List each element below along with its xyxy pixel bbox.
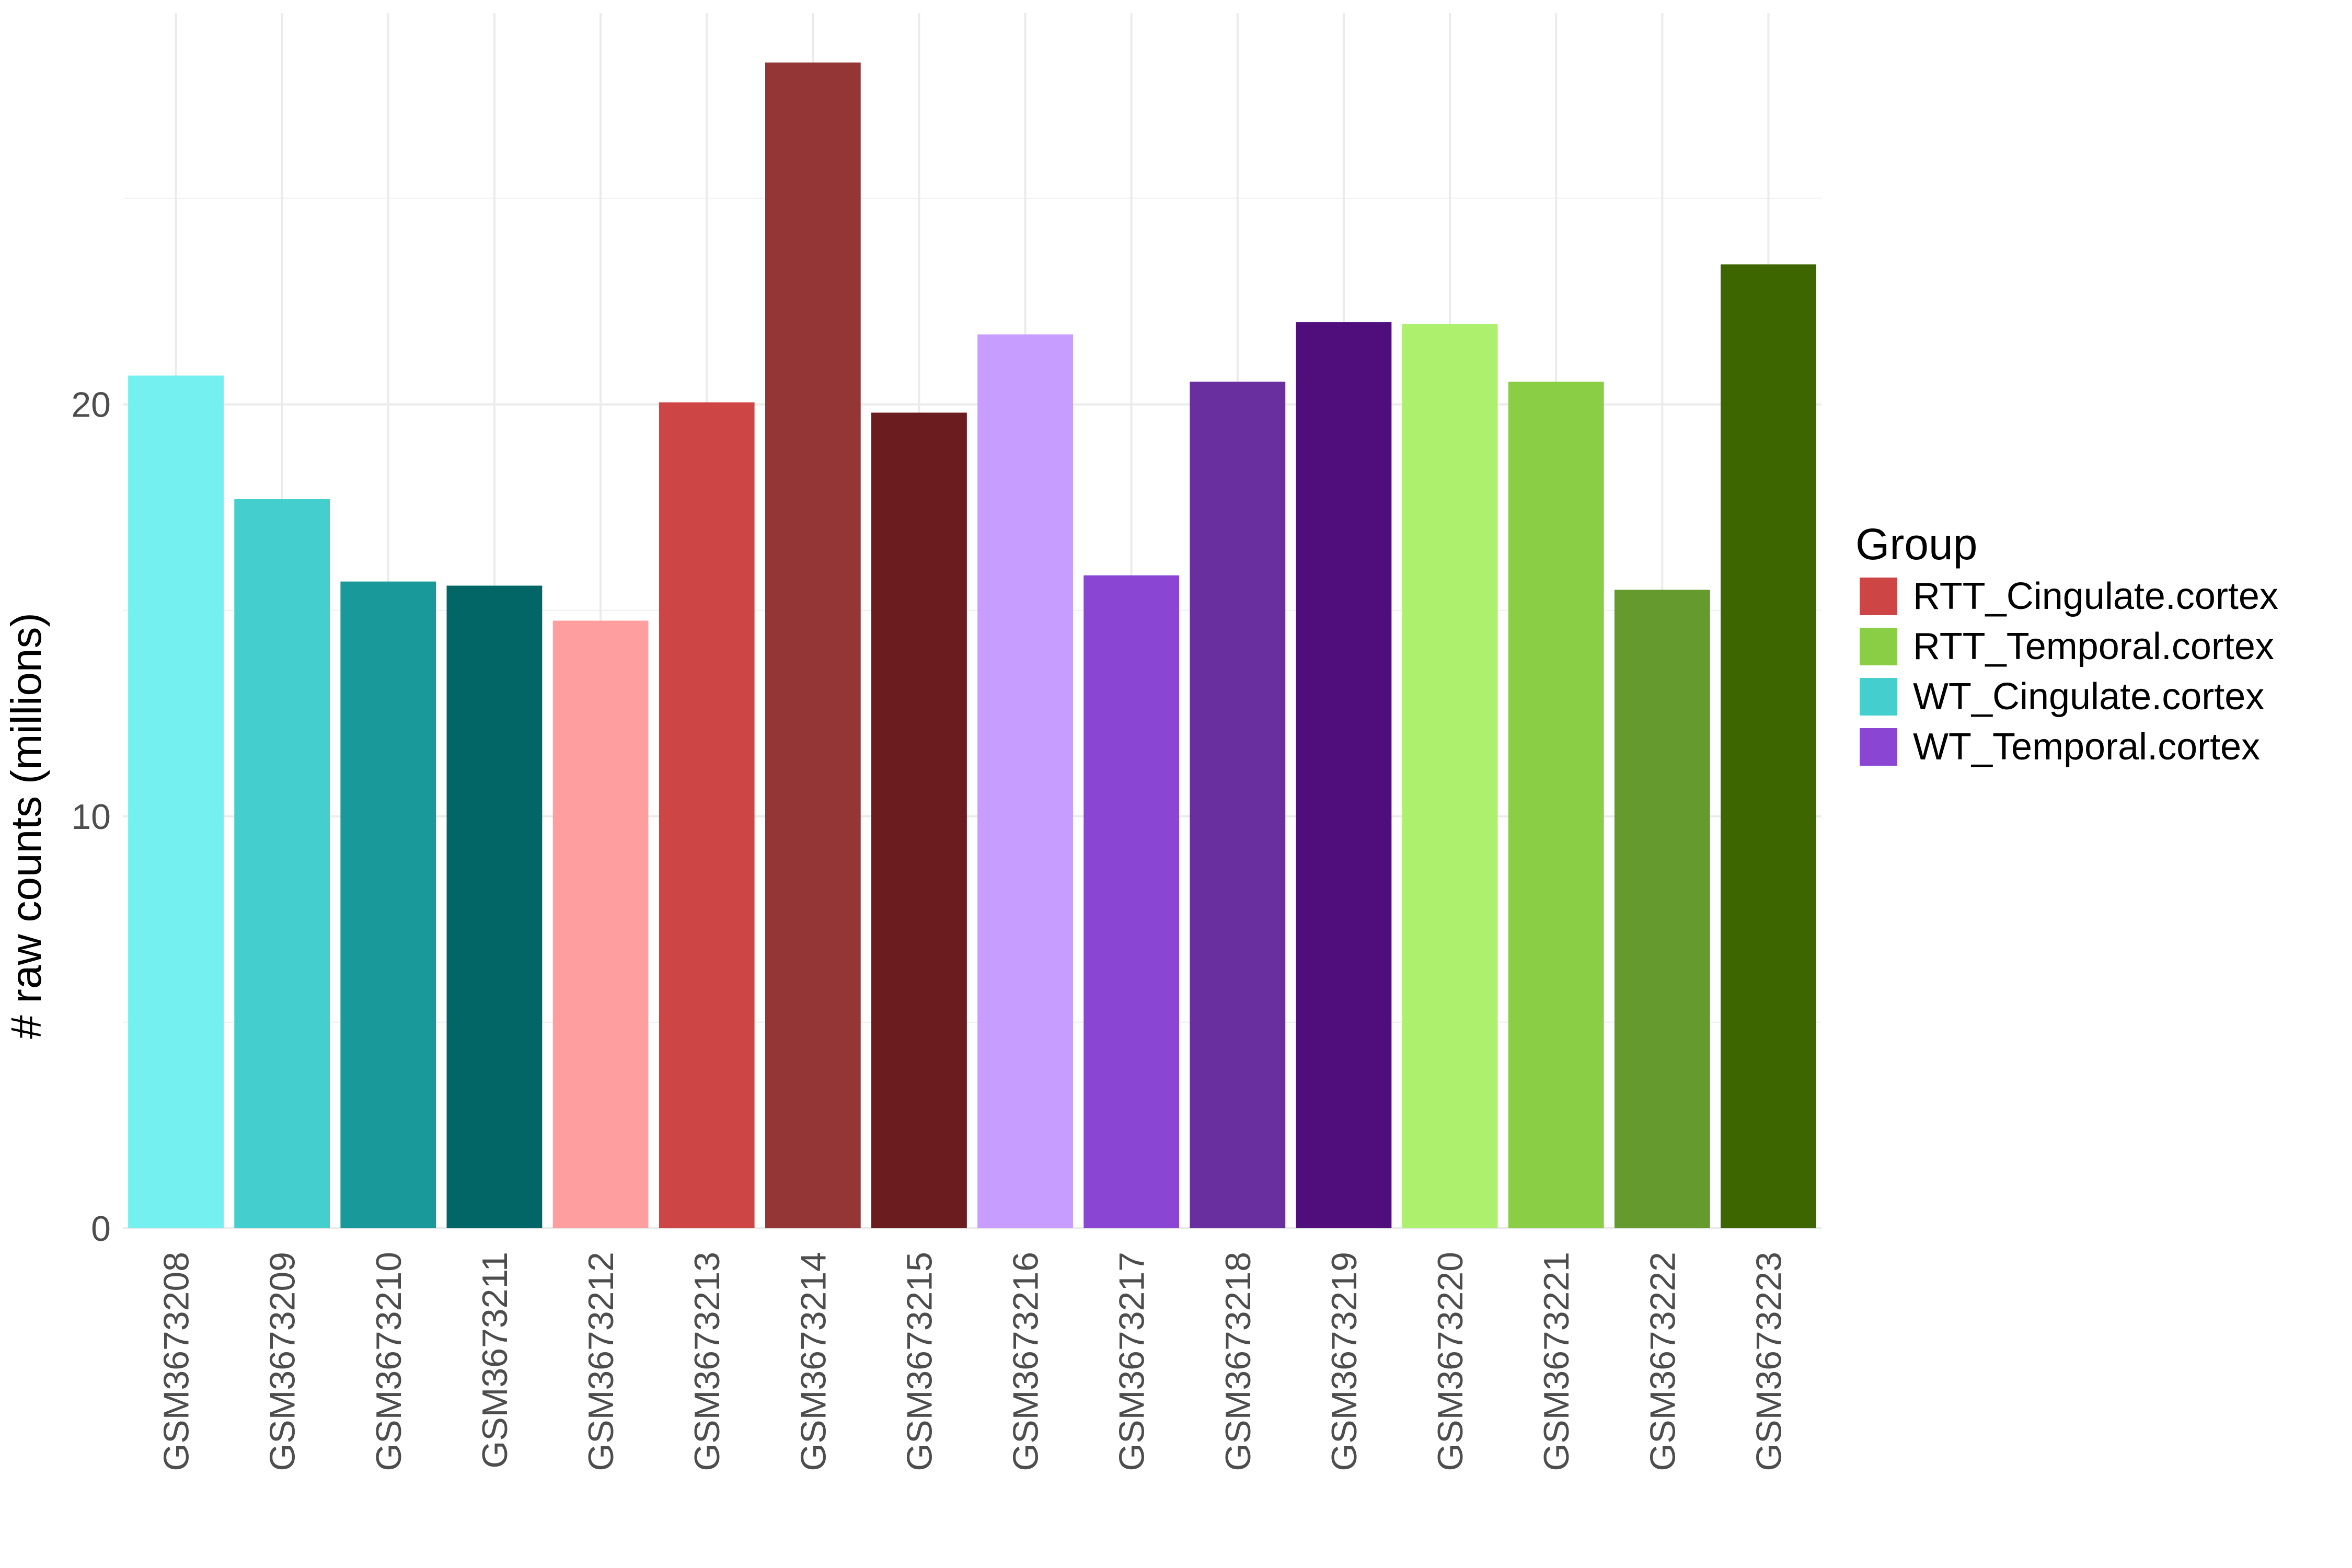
bar-GSM3673223	[1721, 264, 1816, 1229]
x-tick-label: GSM3673208	[157, 1252, 197, 1471]
bar-GSM3673211	[446, 585, 543, 1228]
x-tick-label: GSM3673223	[1749, 1252, 1789, 1471]
bar-GSM3673210	[340, 581, 436, 1228]
bar-GSM3673219	[1296, 322, 1392, 1228]
legend-key	[1860, 578, 1897, 615]
bar-GSM3673220	[1402, 324, 1498, 1228]
x-tick-label: GSM3673215	[900, 1252, 939, 1471]
bar-GSM3673221	[1508, 382, 1604, 1228]
legend-label: RTT_Cingulate.cortex	[1913, 575, 2278, 617]
bars	[128, 62, 1816, 1229]
x-axis-ticks: GSM3673208 GSM3673209 GSM3673210 GSM3673211…	[157, 1252, 1789, 1471]
bar-GSM3673213	[659, 402, 755, 1229]
x-tick-label: GSM3673210	[369, 1252, 409, 1471]
bar-GSM3673216	[977, 334, 1073, 1228]
bar-GSM3673214	[765, 62, 861, 1229]
bar-GSM3673209	[234, 499, 330, 1228]
bar-GSM3673222	[1614, 590, 1710, 1228]
legend-key	[1860, 628, 1897, 665]
legend-key	[1860, 678, 1897, 716]
x-tick-label: GSM3673217	[1112, 1252, 1152, 1471]
y-tick-label: 0	[91, 1209, 111, 1249]
bar-GSM3673217	[1083, 575, 1180, 1228]
y-tick-label: 20	[71, 385, 111, 425]
legend-label: RTT_Temporal.cortex	[1913, 626, 2274, 667]
x-tick-label: GSM3673209	[263, 1252, 303, 1471]
legend-label: WT_Temporal.cortex	[1913, 726, 2260, 768]
bar-GSM3673218	[1190, 382, 1286, 1228]
x-tick-label: GSM3673219	[1324, 1252, 1364, 1471]
bar-GSM3673212	[552, 620, 649, 1228]
y-axis-title: # raw counts (millions)	[3, 613, 50, 1039]
legend: Group RTT_Cingulate.cortex RTT_Temporal.c…	[1855, 520, 2278, 768]
bar-GSM3673208	[128, 375, 224, 1228]
x-tick-label: GSM3673213	[687, 1252, 727, 1471]
legend-key	[1860, 728, 1897, 766]
y-axis-ticks: 0 10 20	[71, 385, 111, 1249]
x-tick-label: GSM3673216	[1006, 1252, 1046, 1471]
x-tick-label: GSM3673212	[581, 1252, 621, 1471]
x-tick-label: GSM3673218	[1218, 1252, 1258, 1471]
x-tick-label: GSM3673221	[1537, 1252, 1576, 1471]
bar-GSM3673215	[871, 412, 967, 1229]
x-tick-label: GSM3673220	[1431, 1252, 1470, 1471]
legend-label: WT_Cingulate.cortex	[1913, 676, 2264, 718]
legend-title: Group	[1855, 520, 1977, 569]
x-tick-label: GSM3673211	[475, 1252, 515, 1469]
y-tick-label: 10	[71, 797, 111, 837]
x-tick-label: GSM3673214	[793, 1252, 833, 1471]
x-tick-label: GSM3673222	[1643, 1252, 1682, 1471]
